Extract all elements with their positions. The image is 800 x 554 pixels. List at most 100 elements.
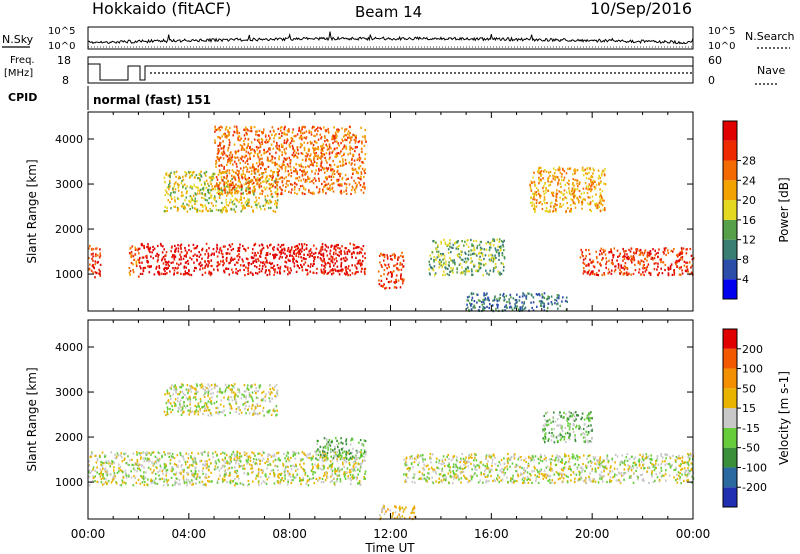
power-panel-cell <box>530 301 532 304</box>
power-panel-cell <box>317 191 320 194</box>
power-panel-cell <box>270 263 272 266</box>
power-panel-cell <box>212 177 215 180</box>
power-panel-cell <box>290 248 293 251</box>
power-panel-cell <box>229 162 232 165</box>
power-panel-cell <box>326 178 328 181</box>
power-panel-cell <box>479 252 481 255</box>
power-panel-cell <box>343 144 346 147</box>
power-panel-cell <box>271 195 273 198</box>
power-panel-cell <box>360 175 362 178</box>
power-panel-cell <box>659 258 661 261</box>
velocity-panel-cell <box>172 456 174 459</box>
velocity-panel-cell <box>207 454 209 457</box>
power-panel-cell <box>306 269 309 272</box>
power-panel-cell <box>654 254 656 257</box>
velocity-panel-cell <box>460 481 462 484</box>
power-panel-cell <box>435 241 437 244</box>
velocity-panel-cell <box>195 482 197 485</box>
power-panel-cell <box>98 268 100 271</box>
power-panel-cell <box>361 161 364 164</box>
velocity-panel-cell <box>173 457 176 460</box>
power-panel-cell <box>492 238 495 241</box>
power-panel-cell <box>273 161 275 164</box>
power-panel-cell <box>349 145 351 148</box>
velocity-panel-cell <box>129 459 131 462</box>
power-panel-cell <box>199 179 201 182</box>
velocity-panel-cell <box>201 453 203 456</box>
velocity-panel-cell <box>224 474 227 477</box>
power-panel-cell <box>296 192 298 195</box>
power-panel-cell <box>198 255 201 258</box>
power-panel-cell <box>191 185 194 189</box>
power-panel-cell <box>253 154 255 158</box>
velocity-panel-cell <box>185 463 187 466</box>
power-panel-cell <box>175 175 177 178</box>
velocity-panel-cell <box>310 456 312 459</box>
power-panel-cell <box>244 274 246 277</box>
power-panel-cell <box>207 190 209 193</box>
power-panel-cell <box>258 161 261 164</box>
power-panel-cell <box>267 165 270 168</box>
power-panel-cell <box>326 261 329 265</box>
power-panel-cell <box>274 256 277 259</box>
power-panel-cell <box>495 308 497 311</box>
power-panel-cell <box>359 262 361 265</box>
power-panel-cell <box>289 267 292 270</box>
power-panel-cell <box>593 185 596 188</box>
power-panel-cell <box>284 252 286 255</box>
power-panel-cell <box>138 261 141 264</box>
power-panel-cell <box>170 250 172 253</box>
power-panel-cell <box>345 192 348 195</box>
velocity-panel-cell <box>132 467 135 470</box>
power-panel-cell <box>148 265 151 269</box>
power-panel-cell <box>657 251 659 254</box>
power-panel-cell <box>267 157 269 160</box>
power-panel-cell <box>343 259 346 262</box>
power-panel-cell <box>234 191 236 194</box>
power-panel-cell <box>593 266 596 269</box>
velocity-panel-cell <box>125 473 127 476</box>
power-panel-cell <box>302 178 305 181</box>
velocity-panel-cell <box>170 455 173 458</box>
power-panel-cell <box>357 171 359 175</box>
power-panel-cell <box>357 262 360 265</box>
power-panel-cell <box>217 264 220 267</box>
power-panel-cell <box>312 162 314 165</box>
velocity-panel-cell <box>114 456 117 460</box>
noise-left-top-tick: 10^5 <box>48 26 75 37</box>
power-panel-cell <box>620 264 622 267</box>
power-panel-cell <box>475 269 477 272</box>
power-panel-cell <box>296 146 299 149</box>
velocity-panel-cell <box>148 452 151 455</box>
velocity-panel-cell <box>254 454 256 457</box>
power-panel-cell <box>380 252 382 255</box>
power-panel-cell <box>335 136 338 139</box>
velocity-panel-cell <box>255 458 258 461</box>
power-panel-cell <box>256 183 258 186</box>
power-panel-cell <box>199 268 201 271</box>
velocity-panel-cell <box>161 454 163 457</box>
velocity-panel-cell <box>134 468 136 471</box>
power-panel-cell <box>591 195 594 198</box>
power-panel-cell <box>362 191 365 194</box>
velocity-panel-cell <box>119 465 122 468</box>
velocity-panel-cell <box>364 470 367 473</box>
power-panel-cell <box>336 260 338 263</box>
power-panel-cell <box>486 272 488 275</box>
power-panel-cell <box>468 250 470 253</box>
date-label: 10/Sep/2016 <box>590 0 692 18</box>
power-panel-cell <box>531 306 533 309</box>
power-panel-cell <box>295 151 298 154</box>
power-panel-cell <box>266 244 268 248</box>
power-panel-cell <box>445 263 447 266</box>
power-panel-cell <box>330 260 332 263</box>
power-panel-cell <box>245 266 247 269</box>
velocity-panel-cell <box>593 458 596 461</box>
power-panel-cell <box>553 172 556 175</box>
power-panel-cell <box>539 178 542 181</box>
velocity-panel-cell <box>351 457 353 460</box>
power-panel-cell <box>665 247 667 250</box>
power-panel-cell <box>231 169 234 172</box>
power-panel-cell <box>236 199 239 202</box>
power-panel-cell <box>188 273 191 276</box>
